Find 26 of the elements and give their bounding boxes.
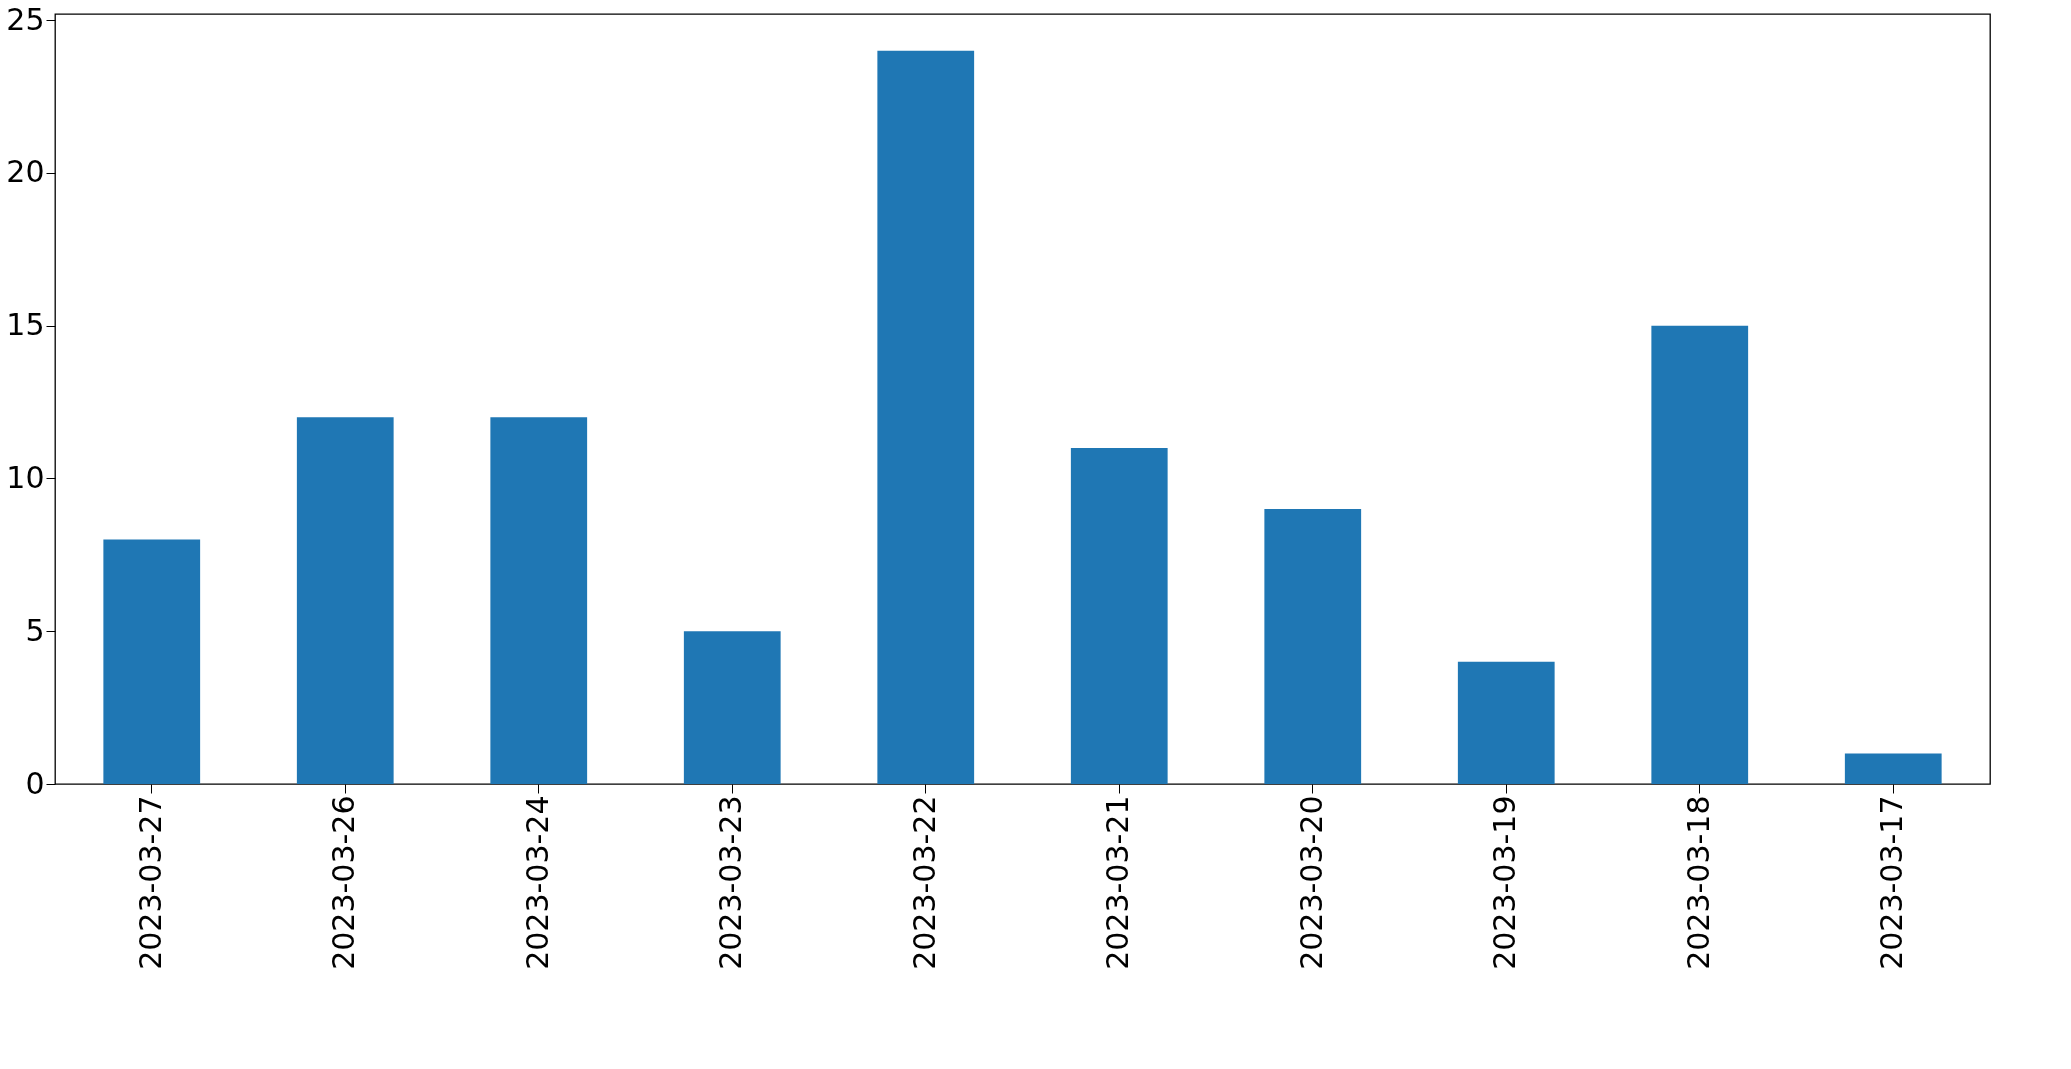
x-tick-label: 2023-03-22 xyxy=(906,795,942,970)
x-tick-label: 2023-03-26 xyxy=(326,795,362,970)
bar xyxy=(1457,661,1555,784)
x-tick-label: 2023-03-18 xyxy=(1680,795,1716,970)
bar xyxy=(683,631,781,784)
x-tick-label: 2023-03-24 xyxy=(519,795,555,970)
x-tick-label: 2023-03-19 xyxy=(1487,795,1523,970)
x-tick-label: 2023-03-21 xyxy=(1100,795,1136,970)
x-tick-label: 2023-03-17 xyxy=(1874,795,1910,970)
y-tick-label: 20 xyxy=(6,154,45,190)
bar xyxy=(296,417,394,784)
bar xyxy=(1651,325,1749,784)
bar xyxy=(103,539,201,784)
x-tick-label: 2023-03-23 xyxy=(713,795,749,970)
bar xyxy=(490,417,588,784)
bar xyxy=(877,50,975,784)
y-tick-label: 0 xyxy=(25,765,45,801)
y-tick-label: 15 xyxy=(6,307,45,343)
x-tick-label: 2023-03-20 xyxy=(1293,795,1329,970)
bar xyxy=(1844,753,1942,784)
y-tick-label: 25 xyxy=(6,1,45,37)
x-tick-label: 2023-03-27 xyxy=(132,795,168,970)
y-tick-label: 5 xyxy=(25,612,45,648)
bar xyxy=(1264,509,1362,784)
y-tick-label: 10 xyxy=(6,459,45,495)
bar xyxy=(1070,447,1168,784)
